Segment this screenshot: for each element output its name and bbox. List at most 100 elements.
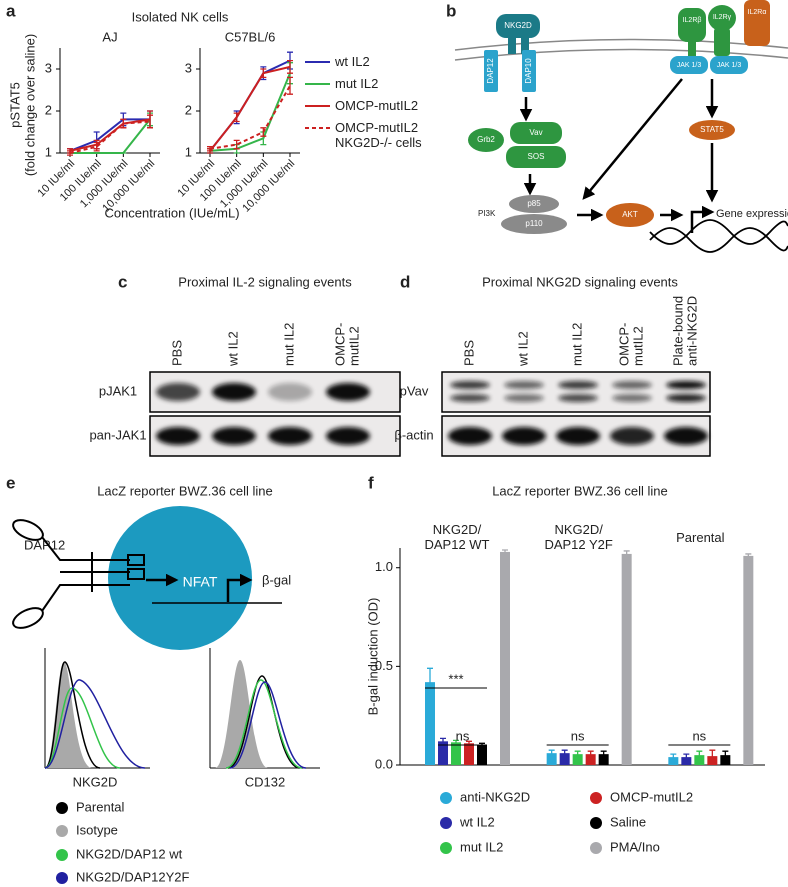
legend-label: Parental	[76, 799, 125, 814]
legend-label: PMA/Ino	[610, 839, 660, 854]
histogram-curve	[215, 660, 268, 768]
blot-band	[504, 394, 544, 402]
protein-label: STAT5	[700, 125, 724, 134]
promoter-arrow	[226, 573, 253, 602]
protein-label: JAK 1/3	[717, 62, 742, 69]
protein-label: IL2Rβ	[683, 17, 702, 24]
protein-label: p110	[525, 219, 543, 228]
blot-band	[612, 394, 652, 402]
blot-frame	[441, 371, 711, 413]
receptor	[41, 536, 130, 612]
legend-label: OMCP-mutIL2	[610, 789, 693, 804]
y-tick-label: 3	[185, 60, 192, 75]
error-bar	[600, 750, 607, 758]
membrane	[454, 48, 788, 61]
receptor	[12, 607, 44, 629]
error-bar	[709, 749, 716, 763]
legend-label: OMCP-mutIL2 NKG2D-/- cells	[335, 120, 422, 150]
error-bar	[502, 549, 508, 554]
row-label: pJAK1	[99, 383, 137, 398]
error-bar	[440, 737, 446, 745]
blot-band	[156, 427, 200, 445]
panel-title: Proximal NKG2D signaling events	[482, 274, 678, 289]
error-bar	[623, 550, 630, 557]
protein	[606, 203, 654, 227]
legend-label: Isotype	[76, 822, 118, 837]
bar	[438, 741, 448, 765]
row-label: pVav	[400, 383, 429, 398]
legend-marker	[56, 802, 68, 814]
blot-band	[268, 383, 312, 401]
error-bar	[233, 112, 240, 123]
error-bar	[696, 750, 703, 760]
blot-band	[450, 381, 490, 389]
histogram-curve	[229, 681, 307, 769]
legend-label: mut IL2	[460, 839, 503, 854]
protein-label: SOS	[528, 152, 545, 161]
blot-band	[504, 381, 544, 389]
lane-label: wt IL2	[515, 331, 530, 367]
protein-label: DAP10	[524, 58, 533, 84]
receptor	[508, 36, 516, 54]
annotation: ns	[571, 728, 585, 743]
legend-label: anti-NKG2D	[460, 789, 530, 804]
y-tick-label: 1	[185, 144, 192, 159]
protein	[510, 122, 562, 144]
protein-label: NKG2D	[504, 21, 532, 30]
y-tick-label: 0.0	[375, 756, 393, 771]
protein-label: JAK 1/3	[677, 62, 702, 69]
lane-label: mut IL2	[569, 323, 584, 366]
legend-label: mut IL2	[335, 76, 379, 91]
error-bar	[427, 667, 433, 696]
group-label: NKG2D/ DAP12 WT	[424, 522, 490, 552]
itam	[127, 554, 145, 566]
row-label: β-actin	[394, 427, 433, 442]
legend-marker	[56, 849, 68, 861]
panel-title: Isolated NK cells	[132, 9, 229, 24]
kinase	[670, 56, 708, 74]
error-bar	[745, 553, 752, 558]
membrane	[454, 38, 788, 51]
lane-label: mutIL2	[630, 326, 645, 366]
lane-label: wt IL2	[225, 331, 240, 367]
y-tick-label: 2	[185, 102, 192, 117]
process-label: Gene expression	[716, 208, 788, 220]
protein-label: IL2Rγ	[713, 14, 732, 21]
blot-band	[156, 383, 200, 401]
bar	[559, 753, 570, 765]
histogram-curve	[227, 675, 301, 769]
bar	[720, 755, 731, 765]
y-axis-label: (fold change over saline)	[22, 34, 37, 176]
legend-label: OMCP-mutIL2	[335, 98, 419, 113]
lane-label: OMCP-	[332, 323, 347, 366]
protein-label: DAP12	[24, 537, 65, 552]
gene-label: β-gal	[262, 572, 291, 587]
bar	[425, 682, 435, 765]
series-line	[209, 65, 291, 152]
lane-label: PBS	[169, 340, 184, 366]
blot-band	[212, 427, 256, 445]
panel-title: LacZ reporter BWZ.36 cell line	[97, 483, 273, 498]
legend-label: Saline	[610, 814, 646, 829]
legend-label: NKG2D/DAP12Y2F	[76, 869, 189, 884]
protein-label: PI3K	[478, 209, 496, 218]
protein-label: DAP12	[486, 58, 495, 84]
group-label: Parental	[676, 530, 725, 545]
y-tick-label: 2	[45, 102, 52, 117]
adaptor	[484, 50, 498, 92]
blot-band	[212, 383, 256, 401]
protein-label: Vav	[529, 128, 542, 137]
error-bar	[67, 150, 73, 156]
receptor	[714, 28, 730, 56]
kinase	[710, 56, 748, 74]
cell	[108, 506, 252, 650]
y-axis-label: pSTAT5	[7, 82, 22, 128]
protein-label: Grb2	[477, 135, 495, 144]
error-bar	[93, 141, 100, 152]
bar	[598, 754, 609, 765]
blot-band	[666, 394, 706, 402]
x-axis-label: Concentration (IUe/mL)	[104, 205, 239, 220]
blot-band	[666, 381, 706, 389]
lane-label: mutIL2	[346, 326, 361, 366]
panel-label: a	[6, 1, 16, 20]
